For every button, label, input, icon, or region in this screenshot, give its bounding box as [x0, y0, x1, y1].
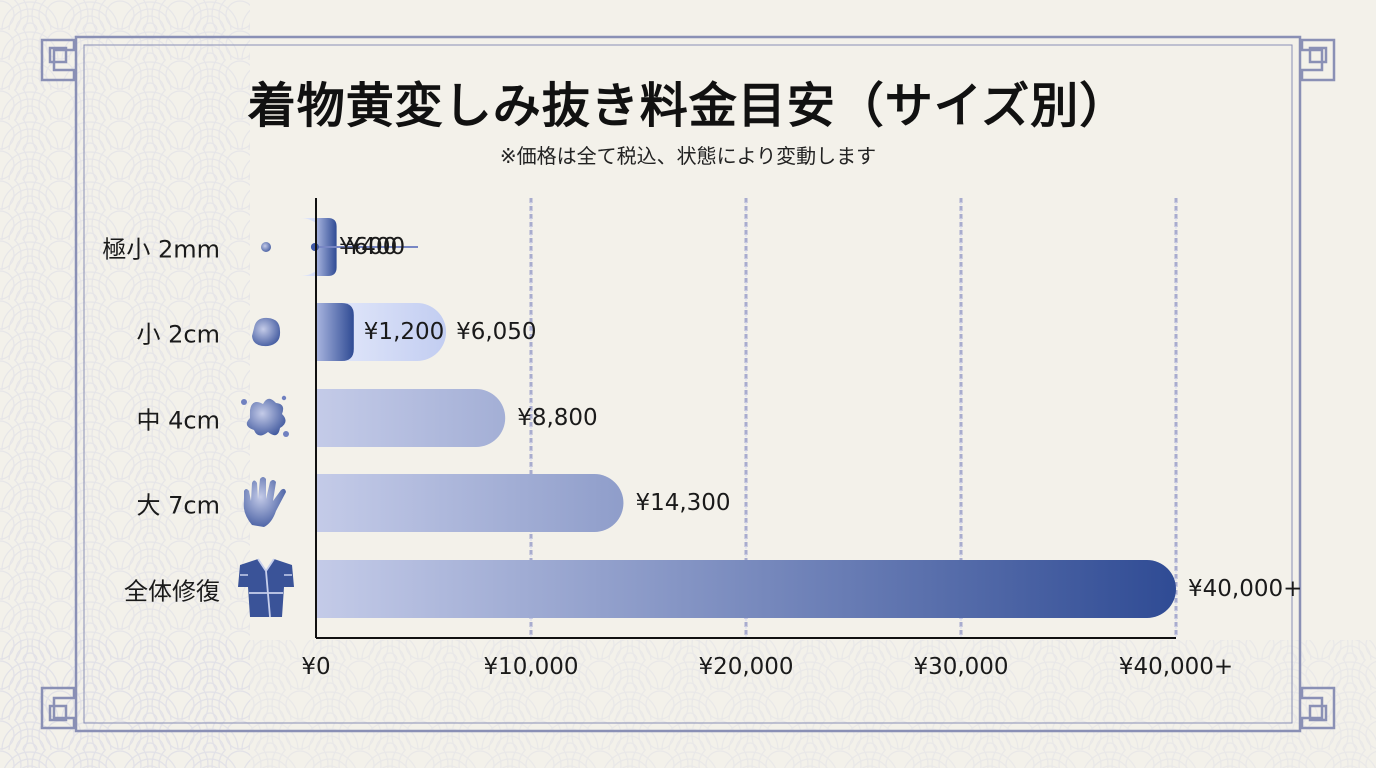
min-value-label: ¥400 — [346, 234, 406, 260]
splash-stain-icon — [241, 395, 289, 437]
decorative-frame — [40, 35, 1336, 733]
min-bar — [316, 303, 354, 361]
x-tick-label: ¥20,000 — [698, 654, 794, 680]
max-value-label: ¥600 — [338, 234, 398, 260]
category-label: 極小 2mm — [102, 235, 220, 264]
bar-value-label: ¥14,300 — [635, 490, 731, 516]
wave-pattern-bottom — [0, 640, 1376, 768]
min-value-label: ¥1,200 — [363, 319, 445, 345]
chart-title: 着物黄変しみ抜き料金目安（サイズ別） — [247, 78, 1129, 134]
bar-value-label: ¥8,800 — [517, 405, 598, 431]
x-tick-label: ¥10,000 — [483, 654, 579, 680]
x-tick-label: ¥0 — [301, 654, 331, 680]
tiny-dot-icon — [261, 242, 271, 252]
range-end-dot — [310, 243, 319, 251]
hand-icon — [243, 477, 286, 527]
value-bar — [316, 474, 624, 532]
bar-value-label: ¥40,000+ — [1188, 576, 1303, 602]
category-label: 全体修復 — [124, 577, 220, 606]
max-value-label: ¥6,050 — [456, 319, 537, 345]
category-label: 大 7cm — [136, 491, 220, 520]
kimono-icon — [238, 558, 294, 618]
chart-subtitle: ※価格は全て税込、状態により変動します — [499, 144, 877, 168]
category-label: 小 2cm — [136, 320, 220, 349]
value-bar — [316, 389, 506, 447]
x-tick-label: ¥30,000 — [913, 654, 1009, 680]
x-tick-label: ¥40,000+ — [1118, 654, 1234, 680]
small-stain-icon — [252, 317, 281, 347]
value-bar — [316, 560, 1176, 618]
category-label: 中 4cm — [136, 406, 220, 435]
